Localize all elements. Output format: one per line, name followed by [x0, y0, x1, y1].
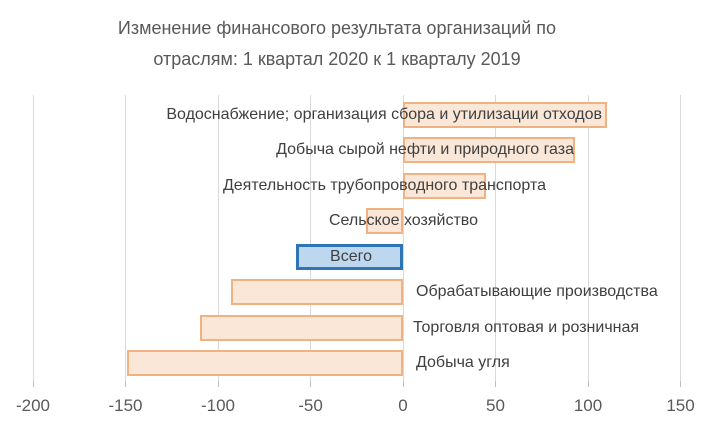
gridline	[32, 95, 34, 381]
category-label: Сельское хозяйство	[328, 212, 478, 230]
bar	[403, 101, 607, 128]
x-axis-tick	[680, 381, 681, 387]
gridline	[125, 95, 126, 381]
bar	[230, 279, 403, 306]
chart-title: Изменение финансового результата организ…	[7, 13, 667, 75]
gridline	[217, 95, 219, 381]
bar	[366, 208, 403, 235]
bar	[127, 350, 403, 377]
category-label: Водоснабжение; организация сбора и утили…	[166, 105, 602, 123]
category-label: Торговля оптовая и розничная	[413, 318, 640, 336]
bar-total-highlight	[295, 243, 403, 270]
x-tick-label: 50	[486, 396, 505, 415]
x-axis-tick	[310, 381, 311, 387]
bar	[403, 137, 576, 164]
category-label: Обрабатывающие производства	[416, 283, 658, 301]
x-axis-tick	[32, 381, 34, 387]
gridline	[310, 95, 311, 381]
x-axis-tick	[217, 381, 219, 387]
category-label: Добыча угля	[416, 354, 510, 372]
x-tick-label: -150	[108, 396, 143, 415]
x-tick-label: 0	[398, 396, 408, 415]
gridline	[587, 95, 589, 381]
x-axis-tick	[125, 381, 126, 387]
gridline	[402, 95, 404, 381]
chart-title-line-1: Изменение финансового результата организ…	[117, 18, 557, 38]
x-tick-label: 100	[573, 396, 603, 415]
x-tick-label: -100	[200, 396, 236, 415]
bar	[199, 314, 403, 341]
x-tick-label: -200	[15, 396, 51, 415]
gridline	[680, 95, 681, 381]
category-label: Всего	[330, 247, 372, 265]
gridline	[495, 95, 496, 381]
category-label: Деятельность трубопроводного транспорта	[222, 176, 546, 194]
chart-title-line-2: отраслям: 1 квартал 2020 к 1 кварталу 20…	[153, 49, 521, 69]
x-axis-tick	[587, 381, 589, 387]
x-tick-label: -50	[298, 396, 323, 415]
bar	[403, 172, 487, 199]
x-tick-label: 150	[666, 396, 695, 415]
x-axis-tick	[402, 381, 404, 387]
x-axis-tick	[495, 381, 496, 387]
category-label: Добыча сырой нефти и природного газа	[276, 141, 574, 159]
